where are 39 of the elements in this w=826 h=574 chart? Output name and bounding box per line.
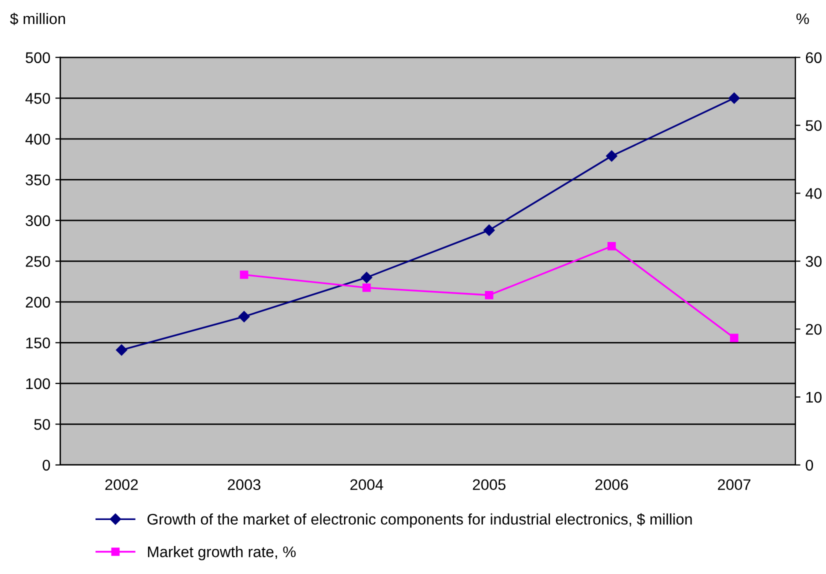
y2-tick-label: 20 <box>806 324 822 335</box>
legend-label: Market growth rate, % <box>148 546 296 560</box>
y-tick-label: 500 <box>26 52 50 64</box>
legend-label: Growth of the market of electronic components for industrial electronics, $ million <box>148 513 692 528</box>
point <box>730 334 738 342</box>
y2-tick-label: 60 <box>806 52 822 64</box>
y-tick-label: 100 <box>26 378 50 390</box>
y-tick-label: 250 <box>26 256 50 267</box>
y-tick-label: 300 <box>26 215 50 226</box>
point <box>484 224 495 236</box>
point <box>116 344 128 356</box>
point <box>484 290 494 300</box>
point <box>240 270 248 279</box>
x-tick-label: 2006 <box>595 479 628 490</box>
y-tick-label: 0 <box>42 460 50 471</box>
point <box>238 310 250 322</box>
y-tick-label: 50 <box>34 419 50 430</box>
x-tick-label: 2007 <box>718 479 750 490</box>
y2-tick-label: 0 <box>806 460 814 471</box>
y-tick-label: 400 <box>25 134 50 145</box>
x-tick-label: 2004 <box>350 479 384 490</box>
y-tick-label: 450 <box>25 93 50 104</box>
y-tick-label: 350 <box>26 174 50 186</box>
y-tick-label: 150 <box>26 338 50 348</box>
y-tick-label: 200 <box>26 296 50 308</box>
y2-tick-label: 10 <box>806 392 822 403</box>
y-axis-title: $ million <box>10 12 65 26</box>
point <box>607 242 616 250</box>
x-tick-label: 2005 <box>472 479 506 490</box>
y2-tick-label: 30 <box>806 256 822 267</box>
point <box>728 92 740 104</box>
y2-tick-label: 50 <box>806 120 822 132</box>
point <box>606 150 618 162</box>
y2-tick-label: 40 <box>806 188 822 199</box>
x-tick-label: 2003 <box>228 479 260 490</box>
y2-axis-title: % <box>796 13 809 24</box>
point <box>362 283 371 292</box>
x-tick-label: 2002 <box>105 479 138 490</box>
point <box>361 272 372 284</box>
